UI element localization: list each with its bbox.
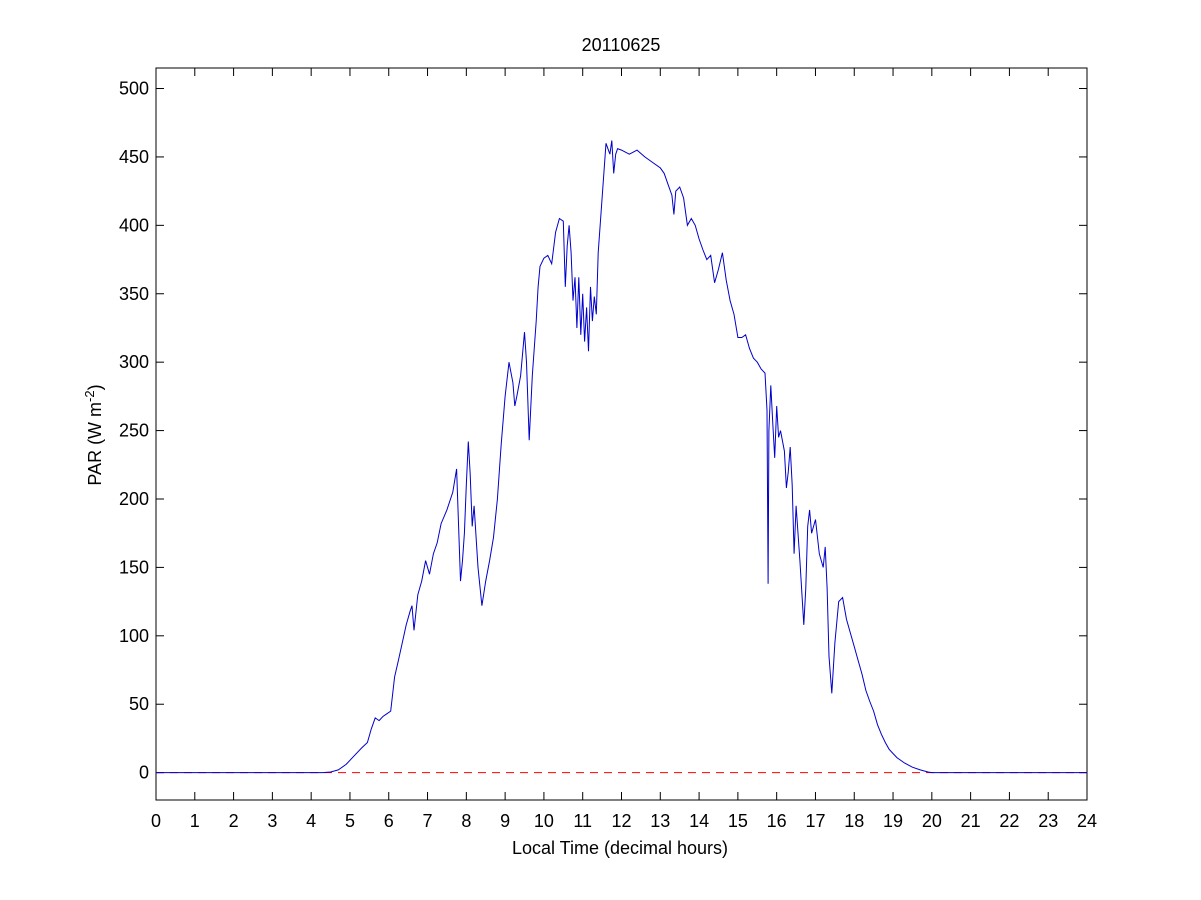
x-tick-label: 2: [229, 811, 239, 831]
y-axis-label-superscript: -2: [82, 390, 97, 402]
y-axis-label: PAR (W m-2): [82, 384, 105, 485]
x-tick-label: 19: [883, 811, 903, 831]
x-tick-label: 22: [999, 811, 1019, 831]
x-tick-label: 10: [534, 811, 554, 831]
x-tick-label: 23: [1038, 811, 1058, 831]
y-tick-label: 350: [119, 284, 149, 304]
plot-area: [155, 67, 1088, 801]
x-tick-label: 8: [461, 811, 471, 831]
x-tick-label: 18: [844, 811, 864, 831]
x-tick-label: 4: [306, 811, 316, 831]
y-tick-label: 250: [119, 421, 149, 441]
y-tick-label: 500: [119, 79, 149, 99]
x-tick-label: 0: [151, 811, 161, 831]
y-tick-label: 400: [119, 215, 149, 235]
par-series-line: [156, 140, 1087, 774]
x-tick-label: 13: [650, 811, 670, 831]
y-axis: 0 50 100 150 200 250 300 350 400 450 500: [119, 79, 1087, 783]
x-tick-label: 15: [728, 811, 748, 831]
x-tick-label: 21: [961, 811, 981, 831]
x-tick-label: 16: [767, 811, 787, 831]
x-tick-label: 11: [573, 811, 592, 831]
x-tick-label: 3: [267, 811, 277, 831]
x-tick-label: 14: [689, 811, 709, 831]
x-tick-label: 9: [500, 811, 510, 831]
x-axis-label: Local Time (decimal hours): [512, 838, 728, 858]
y-tick-label: 150: [119, 557, 149, 577]
x-tick-label: 5: [345, 811, 355, 831]
y-tick-label: 100: [119, 626, 149, 646]
x-tick-label: 6: [384, 811, 394, 831]
y-tick-label: 450: [119, 147, 149, 167]
x-tick-label: 24: [1077, 811, 1097, 831]
chart-title: 20110625: [582, 35, 661, 55]
x-tick-label: 12: [611, 811, 631, 831]
y-tick-label: 50: [129, 694, 149, 714]
y-tick-label: 300: [119, 352, 149, 372]
x-tick-label: 17: [805, 811, 825, 831]
x-tick-label: 7: [423, 811, 433, 831]
y-axis-label-main: PAR (W m: [85, 402, 105, 486]
y-tick-label: 0: [139, 763, 149, 783]
x-tick-label: 1: [190, 811, 200, 831]
x-axis: 0 1 2 3 4 5 6 7 8 9 10 11 12 13 14 15 16 17 18 19 20 21 22 23 24: [151, 68, 1097, 831]
y-axis-label-end: ): [85, 384, 105, 390]
x-tick-label: 20: [922, 811, 942, 831]
y-tick-label: 200: [119, 489, 149, 509]
